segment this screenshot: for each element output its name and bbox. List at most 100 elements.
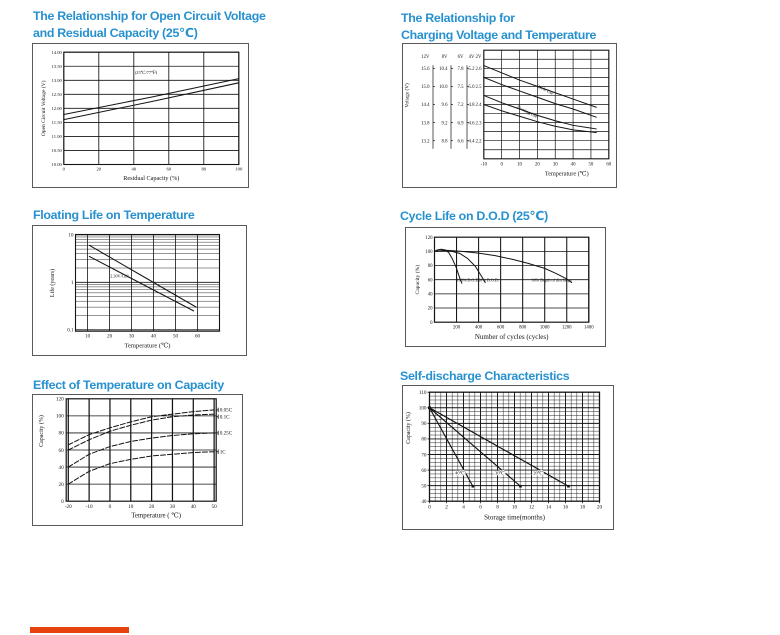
y-tick-label: 11.00 [52, 134, 63, 139]
dod-label: 50% D.O.D. [478, 277, 499, 282]
y-tick-label: 60 [428, 278, 433, 283]
voltage-annotation: 2.30V/Cell [110, 274, 129, 279]
scale-value: 4.4 [469, 139, 476, 144]
y-tick-label: 100 [425, 250, 433, 255]
x-tick-label: 400 [475, 326, 483, 331]
storage-20C [428, 407, 570, 487]
scale-value: 6.9 [458, 121, 465, 126]
ocv-title-line1: The Relationship for Open Circuit Voltag… [33, 9, 266, 23]
ocv-chart-frame: 0 20 40 60 80 100 10.00 10.50 11.00 11.50 12.00 12.… [32, 43, 249, 188]
x-tick-label: 10 [85, 335, 91, 340]
scale-value: 13.8 [421, 121, 430, 126]
ocv-upper-line [63, 78, 240, 116]
flt-chart-frame: 10 20 30 40 50 60 10 1 0.1 2.30V/Cell Temperature … [32, 225, 247, 356]
x-tick-label: 40 [571, 162, 576, 167]
scale-header: 2V [476, 55, 482, 60]
y-axis-label: Capacity (%) [405, 412, 412, 444]
scale-value: 15.0 [421, 85, 430, 90]
flt-title: Floating Life on Temperature [33, 207, 195, 224]
sdc-title: Self-discharge Characteristics [400, 368, 570, 385]
scale-value: 5.2 [469, 67, 476, 72]
y-axis-label: Life (years) [49, 269, 56, 297]
y-tick-label: 40 [428, 293, 433, 298]
sdc-chart: 0 2 4 6 8 10 12 14 16 18 20 40 50 60 70 80 90 100 110 40℃ 30… [405, 390, 603, 522]
y-axis-label: Voltage (V) [404, 83, 411, 108]
scale-value: 5.0 [469, 85, 476, 90]
scale-value: 10.4 [439, 67, 448, 72]
ocv-title: The Relationship for Open Circuit Voltag… [33, 8, 266, 41]
x-tick-label: 6 [479, 505, 482, 511]
y-tick-label: 0.1 [67, 329, 74, 334]
sdc-title-line1: Self-discharge Characteristics [400, 369, 570, 383]
x-tick-label: 14 [546, 505, 552, 511]
scale-value: 14.4 [421, 103, 430, 108]
x-tick-label: 40 [191, 504, 197, 510]
temperature-label: 20℃ [533, 471, 543, 476]
x-tick-label: 60 [167, 167, 172, 172]
x-axis-label: Storage time(months) [484, 514, 546, 522]
scale-value: 2.3 [476, 121, 483, 126]
y-tick-label: 50 [421, 483, 427, 489]
x-tick-label: 20 [97, 167, 102, 172]
x-axis-label: Temperature ( ℃) [131, 513, 181, 520]
scale-value: 4.6 [469, 121, 476, 126]
flt-chart: 10 20 30 40 50 60 10 1 0.1 2.30V/Cell Temperature … [49, 234, 221, 350]
x-tick-label: 30 [129, 335, 135, 340]
scale-value: 7.2 [458, 103, 465, 108]
x-axis-label: Residual Capacity (%) [123, 175, 179, 182]
dod-label: 100% D.O.D. [457, 277, 480, 282]
curve-label: Cycle Use [536, 83, 555, 96]
x-tick-label: 80 [202, 167, 207, 172]
scale-value: 8.8 [442, 139, 449, 144]
etc-title: Effect of Temperature on Capacity [33, 377, 224, 394]
cycle-use-lower [483, 76, 597, 118]
x-tick-label: 200 [453, 326, 461, 331]
cvt-title: The Relationship for Charging Voltage an… [401, 10, 596, 43]
x-tick-label: 18 [580, 505, 586, 511]
y-tick-label: 0 [61, 499, 64, 505]
y-tick-label: 80 [59, 431, 65, 437]
x-tick-label: 12 [529, 505, 535, 511]
etc-title-line1: Effect of Temperature on Capacity [33, 378, 224, 392]
scale-value: 4.8 [469, 103, 476, 108]
y-tick-label: 14.00 [51, 50, 62, 55]
y-tick-label: 13.50 [51, 64, 62, 69]
x-tick-label: 4 [462, 505, 465, 511]
scale-value: 2.5 [476, 85, 483, 90]
y-tick-label: 13.00 [51, 78, 62, 83]
ocv-title-line2: and Residual Capacity (25℃) [33, 25, 198, 40]
y-tick-label: 100 [419, 406, 427, 412]
y-tick-label: 90 [421, 421, 427, 427]
x-tick-label: 20 [107, 335, 113, 340]
x-tick-label: -10 [86, 504, 93, 510]
x-tick-label: 8 [496, 505, 499, 511]
x-axis-label: Number of cycles (cycles) [475, 333, 549, 341]
x-tick-label: 20 [535, 162, 540, 167]
y-tick-label: 10.00 [51, 162, 62, 167]
x-tick-label: 0 [63, 167, 66, 172]
cvt-chart-frame: -10 0 10 20 30 40 50 60 12V 8V 6V 4V 2V 15.6 10.4 7.8 5.… [402, 43, 617, 188]
y-tick-label: 0 [430, 321, 433, 326]
rate-0.1C [67, 413, 215, 451]
x-tick-label: 800 [519, 326, 527, 331]
float-life-upper [88, 244, 197, 308]
temp-annotation: (25℃/77℉) [135, 70, 158, 75]
x-tick-label: 60 [606, 162, 611, 167]
scale-value: 2.2 [476, 139, 483, 144]
cyc-title-line1: Cycle Life on D.O.D (25℃) [400, 209, 548, 223]
x-axis-label: Temperature (℃) [545, 170, 589, 177]
x-tick-label: 60 [195, 335, 201, 340]
y-tick-label: 110 [419, 390, 427, 396]
cyc-chart: 200 400 600 800 1000 1200 1400 0 20 40 60 80 100 120 1… [414, 236, 594, 341]
x-tick-label: 600 [497, 326, 505, 331]
plot-border [65, 398, 217, 502]
x-tick-label: 0 [109, 504, 112, 510]
scale-value: 7.5 [458, 85, 465, 90]
cvt-title-line1: The Relationship for [401, 11, 515, 25]
y-tick-label: 100 [56, 414, 64, 420]
x-tick-label: 2 [445, 505, 448, 511]
x-tick-label: 16 [563, 505, 569, 511]
x-tick-label: -10 [481, 162, 488, 167]
x-axis-label: Temperature (℃) [125, 342, 171, 350]
